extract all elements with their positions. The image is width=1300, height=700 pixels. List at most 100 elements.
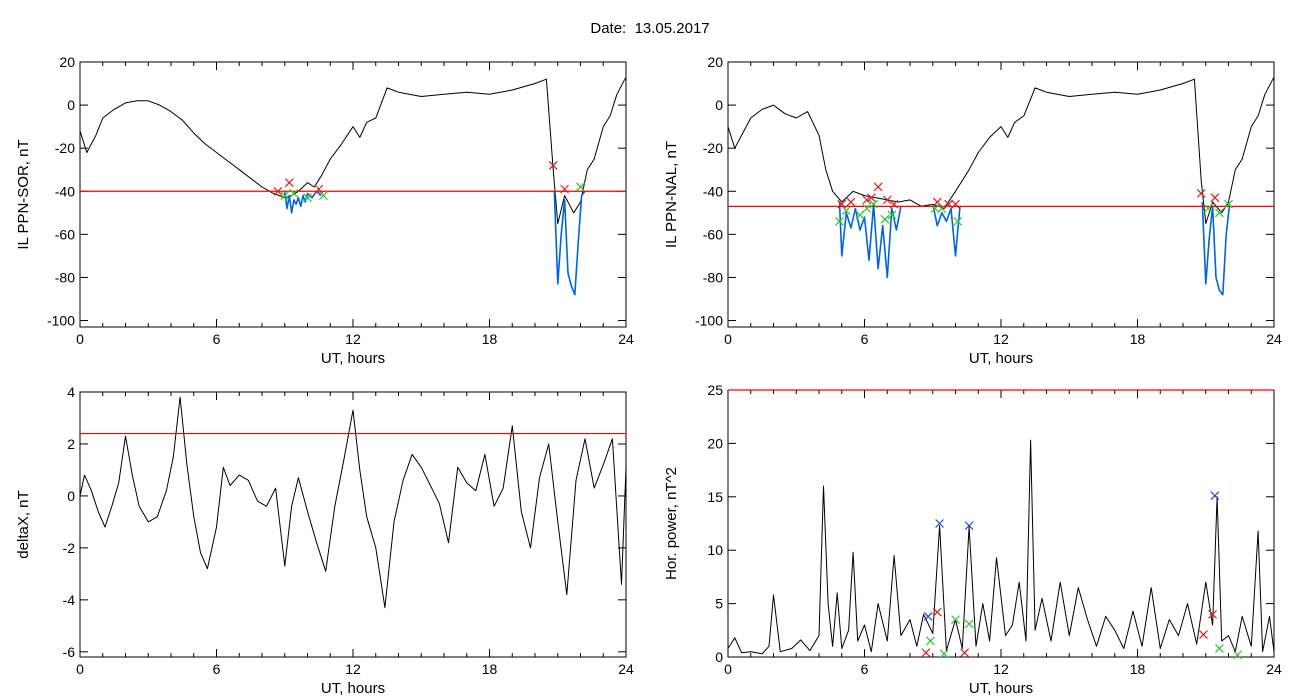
marker-green xyxy=(930,204,940,213)
marker-red xyxy=(951,199,960,209)
y-tick-label: 25 xyxy=(707,382,723,398)
marker-green xyxy=(1214,208,1224,218)
x-tick-label: 6 xyxy=(213,661,221,677)
highlight-segment xyxy=(553,190,586,296)
x-tick-label: 24 xyxy=(618,661,634,677)
x-tick-label: 6 xyxy=(861,661,869,677)
y-tick-label: 4 xyxy=(67,384,75,400)
y-tick-label: 0 xyxy=(715,97,723,113)
plot-frame xyxy=(79,61,627,328)
y-tick-label: -60 xyxy=(703,226,723,242)
y-tick-label: -100 xyxy=(695,313,723,329)
plot-area xyxy=(728,76,1274,296)
y-tick-label: -20 xyxy=(55,140,75,156)
highlight-segment xyxy=(838,201,902,279)
x-axis-label: UT, hours xyxy=(969,350,1033,367)
series-line xyxy=(80,76,626,225)
x-tick-label: 6 xyxy=(861,331,869,347)
y-axis-label: deltaX, nT xyxy=(15,490,32,558)
x-tick-label: 18 xyxy=(482,661,498,677)
marker-red xyxy=(960,648,970,658)
marker-red xyxy=(846,197,856,207)
page-title: Date: 13.05.2017 xyxy=(0,20,1300,37)
marker-red xyxy=(548,160,558,170)
marker-green xyxy=(939,649,949,659)
y-tick-label: 0 xyxy=(67,97,75,113)
series-line xyxy=(728,439,1274,655)
marker-red xyxy=(560,184,569,194)
plot-area xyxy=(728,439,1274,655)
y-tick-label: -80 xyxy=(55,269,75,285)
marker-blue xyxy=(964,521,974,531)
marker-blue xyxy=(923,611,933,621)
panel-deltax: 0 6 12 18 24 4 2 0 -2 -4 -6 UT, hours deltaX, nT xyxy=(15,384,634,697)
marker-red xyxy=(314,184,324,194)
x-tick-label: 6 xyxy=(213,331,221,347)
y-tick-label: -4 xyxy=(63,592,76,608)
y-tick-label: 20 xyxy=(707,435,723,451)
marker-red xyxy=(837,199,847,209)
marker-green xyxy=(937,204,947,213)
highlight-segment xyxy=(1201,201,1231,296)
marker-red xyxy=(889,199,899,209)
y-tick-label: 5 xyxy=(715,596,723,612)
y-tick-label: -100 xyxy=(47,313,75,329)
x-tick-label: 12 xyxy=(993,661,1009,677)
x-tick-label: 0 xyxy=(724,331,732,347)
date-value: 13.05.2017 xyxy=(634,20,710,37)
marker-red xyxy=(873,182,883,192)
marker-red xyxy=(921,648,931,658)
x-axis-label: UT, hours xyxy=(969,680,1033,697)
x-tick-label: 18 xyxy=(1130,661,1146,677)
marker-green xyxy=(1233,650,1243,660)
marker-red xyxy=(932,197,942,207)
marker-red xyxy=(862,195,872,205)
marker-red xyxy=(284,178,294,188)
marker-red xyxy=(944,199,954,209)
series-line xyxy=(80,396,626,609)
marker-green xyxy=(1203,204,1213,213)
y-tick-label: -60 xyxy=(55,226,75,242)
marker-green xyxy=(303,193,312,203)
marker-green xyxy=(280,191,290,201)
y-tick-label: 10 xyxy=(707,542,723,558)
x-axis-label: UT, hours xyxy=(321,350,385,367)
plot-area xyxy=(80,396,626,609)
marker-green xyxy=(951,615,960,625)
marker-red xyxy=(1199,630,1208,639)
x-tick-label: 24 xyxy=(1266,661,1282,677)
marker-green xyxy=(953,217,963,226)
y-tick-label: 15 xyxy=(707,489,723,505)
panel-il-nal: 0 6 12 18 24 20 0 -20 -40 -60 -80 -100 UT, hours IL P… xyxy=(663,54,1282,367)
marker-red xyxy=(273,186,283,196)
x-tick-label: 12 xyxy=(345,661,361,677)
marker-red xyxy=(1208,609,1217,619)
highlight-segment xyxy=(284,190,322,214)
y-tick-label: -40 xyxy=(55,183,75,199)
y-axis-label: IL PPN-SOR, nT xyxy=(15,139,32,249)
marker-green xyxy=(862,204,872,213)
plot-area xyxy=(80,76,626,296)
y-tick-label: 20 xyxy=(707,54,723,70)
marker-green xyxy=(289,188,299,198)
y-axis-label: Hor. power, nT^2 xyxy=(663,467,680,580)
y-tick-label: 2 xyxy=(67,436,75,452)
marker-red xyxy=(866,193,876,203)
x-tick-label: 24 xyxy=(618,331,634,347)
y-tick-label: -6 xyxy=(63,644,76,660)
marker-red xyxy=(1196,188,1206,198)
y-tick-label: -20 xyxy=(703,140,723,156)
marker-green xyxy=(841,206,851,216)
marker-blue xyxy=(1210,491,1220,501)
x-tick-label: 0 xyxy=(76,331,84,347)
marker-blue xyxy=(935,519,944,528)
x-tick-label: 0 xyxy=(724,661,732,677)
marker-green xyxy=(964,619,974,629)
marker-green xyxy=(1224,199,1233,209)
x-tick-label: 18 xyxy=(482,331,498,347)
y-tick-label: -80 xyxy=(703,269,723,285)
y-tick-label: -40 xyxy=(703,183,723,199)
y-tick-label: -2 xyxy=(63,540,76,556)
marker-green xyxy=(1214,644,1224,653)
